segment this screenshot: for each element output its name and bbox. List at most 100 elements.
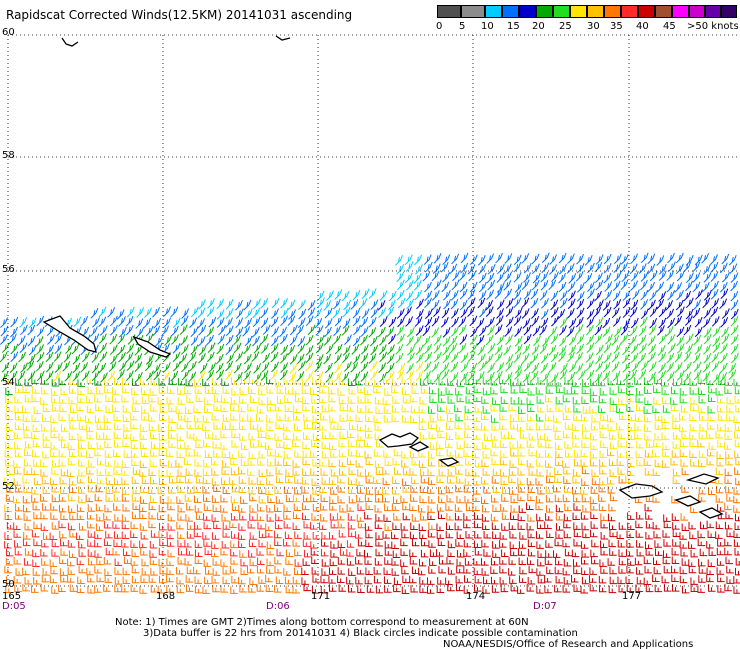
wind-barb [531,279,540,291]
wind-barb [706,457,715,466]
wind-barb [456,379,465,387]
wind-barb [134,353,143,364]
wind-barb [42,404,51,412]
wind-barb [536,414,544,422]
wind-barb [9,362,18,373]
wind-barb [521,253,530,264]
wind-barb [677,306,685,317]
wind-barb [146,370,154,381]
wind-barb [172,351,181,363]
coastline-island [275,35,291,41]
wind-barb [437,511,446,520]
wind-barb [679,541,688,549]
wind-barb [442,327,451,338]
wind-barb [465,530,473,539]
wind-barb [596,299,604,311]
wind-barb [284,404,293,413]
wind-barb [455,450,463,458]
wind-barb [41,539,49,548]
wind-barb [672,584,680,592]
wind-barb [508,475,516,484]
wind-barb [94,448,102,457]
wind-barb [320,379,328,387]
wind-barb [374,487,383,495]
wind-barb [329,415,337,423]
wind-barb [357,520,366,529]
wind-barb [445,522,454,530]
wind-barb [158,504,167,513]
wind-barb [240,376,249,385]
wind-barb [730,334,739,345]
wind-barb [211,532,220,540]
wind-barb [76,512,85,520]
wind-barb [402,512,411,521]
wind-barb [726,529,734,538]
wind-barb [370,369,378,381]
wind-barb [640,271,649,282]
wind-barb [365,475,374,484]
wind-barb [297,317,306,328]
wind-barb [720,288,729,299]
wind-barb [239,433,247,441]
wind-barb [87,530,96,538]
wind-barb [279,353,288,364]
wind-barb [202,532,210,540]
wind-barb [670,397,678,405]
wind-barb [544,521,552,529]
wind-barb [302,450,311,458]
wind-barb [734,567,740,576]
wind-barb [307,324,316,336]
wind-barb [5,458,13,467]
wind-barb [699,548,708,557]
wind-barb [648,299,656,311]
wind-barb [717,585,725,593]
wind-barb [19,317,28,328]
wind-barb [612,290,621,302]
wind-barb [188,352,197,363]
wind-barb [648,324,657,336]
wind-barb [442,336,451,347]
wind-barb [460,262,469,274]
wind-barb [405,261,414,272]
wind-barb [710,254,718,265]
wind-barb [450,308,459,319]
wind-barb [208,362,217,373]
wind-barb [80,362,89,373]
wind-barb [492,531,500,539]
wind-barb [253,372,262,383]
wind-barb [654,540,662,548]
wind-barb [256,565,265,574]
wind-barb [643,577,652,585]
wind-barb [67,469,75,477]
wind-barb [447,549,455,558]
wind-barb [5,585,13,593]
wind-barb [312,575,320,583]
legend-label: 30 [587,21,600,32]
wind-barb [256,378,265,387]
wind-barb [459,334,468,345]
wind-barb [168,460,176,468]
legend-swatch-magenta [672,5,689,18]
wind-barb [238,532,246,540]
coastlines [42,35,724,519]
wind-barb [499,422,507,430]
wind-barb [617,467,626,475]
wind-barb [635,414,643,422]
wind-barb [405,290,414,302]
wind-barb [627,432,636,440]
wind-barb [482,376,491,385]
wind-barb [248,539,257,548]
wind-barb [45,351,54,363]
wind-barb [384,523,393,531]
wind-barb [22,385,30,394]
wind-barb [589,451,598,459]
wind-barb [220,430,228,439]
wind-barb [473,432,481,440]
wind-barb [409,575,417,584]
wind-barb [572,559,581,567]
wind-barb [698,566,707,574]
wind-barb [711,280,719,292]
wind-barb [257,521,265,530]
wind-barb [356,439,364,448]
wind-barb [523,262,532,274]
